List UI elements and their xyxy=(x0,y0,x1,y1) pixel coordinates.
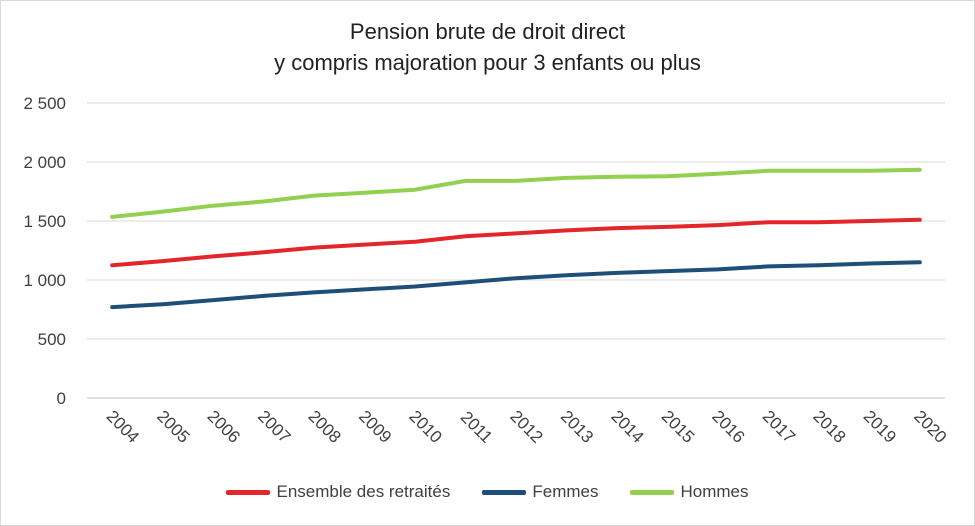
x-tick-label: 2018 xyxy=(809,407,849,447)
x-tick-label: 2011 xyxy=(457,408,496,447)
x-tick-label: 2006 xyxy=(204,407,244,447)
legend-swatch-femmes xyxy=(482,489,527,495)
series-line-0 xyxy=(110,217,922,268)
x-tick-label: 2007 xyxy=(254,407,294,447)
x-tick-label: 2020 xyxy=(910,407,950,447)
series-line-2 xyxy=(110,167,922,219)
y-tick-label: 2 500 xyxy=(23,94,66,113)
legend-swatch-ensemble xyxy=(226,489,271,495)
series-line-1 xyxy=(110,260,922,310)
x-tick-label: 2008 xyxy=(305,407,345,447)
gridlines xyxy=(87,102,945,399)
legend-label-hommes: Hommes xyxy=(680,482,749,501)
x-tick-label: 2012 xyxy=(506,407,546,447)
legend-swatch-hommes xyxy=(630,489,675,495)
x-tick-label: 2015 xyxy=(658,407,698,447)
chart-title-line-2: y compris majoration pour 3 enfants ou p… xyxy=(274,50,701,75)
legend-item-ensemble: Ensemble des retraités xyxy=(226,482,450,502)
y-tick-label: 1 500 xyxy=(23,212,66,231)
x-tick-label: 2004 xyxy=(103,407,143,447)
legend-item-hommes: Hommes xyxy=(630,482,749,502)
chart-title-line-1: Pension brute de droit direct xyxy=(349,19,626,44)
legend-item-femmes: Femmes xyxy=(482,482,598,502)
x-tick-label: 2013 xyxy=(557,407,597,447)
y-tick-label: 500 xyxy=(38,330,66,349)
x-axis: 2004 2005 2006 2007 2008 2009 2010 2011 2012 2013… xyxy=(103,407,951,447)
y-axis: 0 500 1 000 1 500 2 000 2 500 xyxy=(23,94,66,408)
legend-label-femmes: Femmes xyxy=(532,482,599,501)
series-lines xyxy=(110,167,922,310)
x-tick-label: 2019 xyxy=(860,407,900,447)
x-tick-label: 2014 xyxy=(607,407,647,447)
y-tick-label: 1 000 xyxy=(23,271,66,290)
x-tick-label: 2009 xyxy=(355,407,395,447)
chart-title: Pension brute de droit direct y compris … xyxy=(0,16,975,78)
x-tick-label: 2017 xyxy=(759,407,799,447)
x-tick-label: 2016 xyxy=(708,407,748,447)
legend: Ensemble des retraités Femmes Hommes xyxy=(0,482,975,502)
y-tick-label: 2 000 xyxy=(23,153,66,172)
y-tick-label: 0 xyxy=(57,389,66,408)
legend-label-ensemble: Ensemble des retraités xyxy=(276,482,451,501)
x-tick-label: 2010 xyxy=(405,407,445,447)
x-tick-label: 2005 xyxy=(153,407,193,447)
